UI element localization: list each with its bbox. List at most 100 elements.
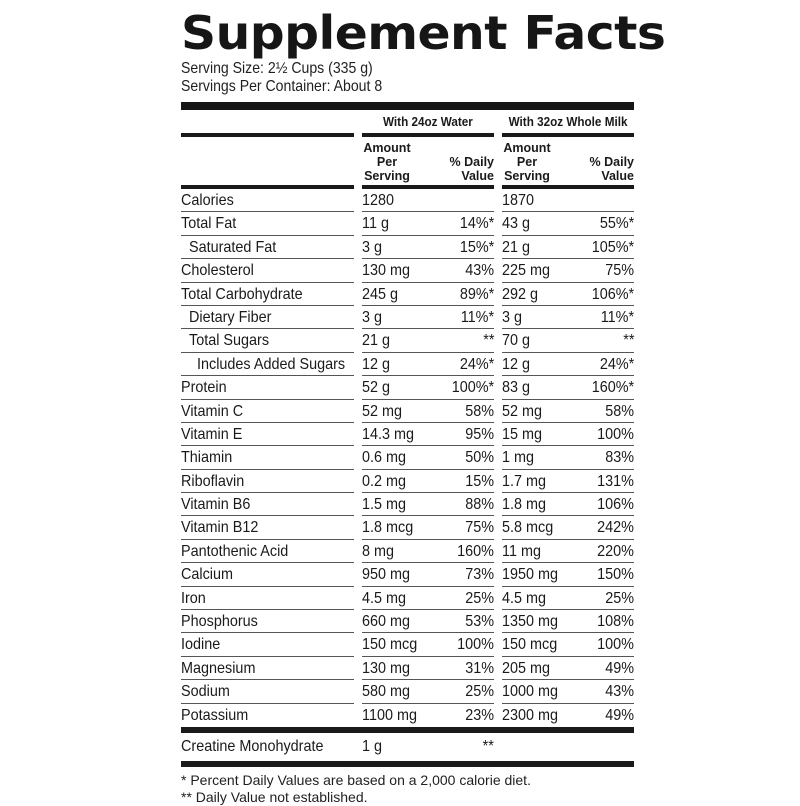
dv-milk: 49% (605, 659, 634, 677)
dv-milk: 25% (605, 589, 634, 607)
amount-milk: 1000 mg (502, 683, 559, 701)
nutrient-row: Riboflavin 0.2 mg 15% 1.7 mg 131% (181, 470, 634, 494)
top-thick-bar (181, 102, 634, 110)
dv-milk: 106% (597, 496, 634, 514)
dv-milk: 83% (605, 449, 634, 467)
amount-milk: 21 g (502, 238, 531, 256)
dv-water: 50% (465, 449, 494, 467)
nutrient-name: Sodium (181, 683, 230, 701)
nutrient-name: Total Carbohydrate (181, 285, 303, 303)
nutrient-rows: Calories 1280 1870 Total Fat 11 g 14%* 43 g 55%… (181, 189, 634, 727)
dv-milk: 58% (605, 402, 634, 420)
dv-water: 73% (465, 566, 494, 584)
nutrient-row: Saturated Fat 3 g 15%* 21 g 105%* (181, 236, 634, 260)
amount-water: 0.6 mg (362, 449, 407, 467)
amount-water: 950 mg (362, 566, 411, 584)
column-group-header: With 24oz Water With 32oz Whole Milk (181, 110, 634, 133)
amount-water: 52 g (362, 379, 391, 397)
dv-milk: 108% (597, 613, 634, 631)
amount-milk: 1 mg (502, 449, 535, 467)
footnotes: * Percent Daily Values are based on a 2,… (181, 767, 634, 806)
amount-milk: 292 g (502, 285, 539, 303)
dv-milk: 105%* (591, 238, 634, 256)
dv-water: 11%* (460, 308, 494, 326)
nutrient-row: Vitamin B12 1.8 mcg 75% 5.8 mcg 242% (181, 516, 634, 540)
dv-milk: 100% (597, 425, 634, 443)
amount-milk: 83 g (502, 379, 531, 397)
amount-water: 1100 mg (362, 706, 417, 724)
serving-size: Serving Size: 2½ Cups (335 g) (181, 60, 373, 77)
amount-water: 130 mg (362, 262, 411, 280)
amount-milk: 15 mg (502, 425, 543, 443)
nutrient-row: Potassium 1100 mg 23% 2300 mg 49% (181, 704, 634, 727)
subheader-divider (181, 185, 634, 189)
amount-milk: 70 g (502, 332, 531, 350)
dv-water: 15% (465, 472, 494, 490)
thick-divider-bottom (181, 760, 634, 767)
nutrient-name: Protein (181, 379, 227, 397)
dv-water: 95% (465, 425, 494, 443)
nutrient-row: Protein 52 g 100%* 83 g 160%* (181, 376, 634, 400)
nutrient-row: Total Sugars 21 g ** 70 g ** (181, 329, 634, 353)
nutrient-row: Total Fat 11 g 14%* 43 g 55%* (181, 212, 634, 236)
dv-water: 25% (465, 683, 494, 701)
footnote-dv: * Percent Daily Values are based on a 2,… (181, 771, 531, 788)
nutrient-row: Thiamin 0.6 mg 50% 1 mg 83% (181, 446, 634, 470)
ingredient-dv: ** (482, 737, 494, 755)
nutrient-row: Cholesterol 130 mg 43% 225 mg 75% (181, 259, 634, 283)
amount-water: 130 mg (362, 659, 411, 677)
nutrient-row: Includes Added Sugars 12 g 24%* 12 g 24%* (181, 353, 634, 377)
nutrient-row: Sodium 580 mg 25% 1000 mg 43% (181, 680, 634, 704)
amount-milk: 1950 mg (502, 566, 559, 584)
dv-milk: 160%* (591, 379, 634, 397)
dv-water: 100% (457, 636, 494, 654)
dv-milk: 43% (605, 683, 634, 701)
thick-divider (181, 726, 634, 733)
nutrient-name: Calories (181, 192, 234, 209)
amount-milk: 43 g (502, 215, 531, 233)
dv-milk: 106%* (591, 285, 634, 303)
supplement-facts-panel: Supplement Facts Serving Size: 2½ Cups (… (181, 8, 666, 806)
amount-milk: 11 mg (502, 542, 541, 560)
nutrient-row: Magnesium 130 mg 31% 205 mg 49% (181, 657, 634, 681)
amount-milk: 52 mg (502, 402, 543, 420)
nutrient-row: Total Carbohydrate 245 g 89%* 292 g 106%* (181, 283, 634, 306)
dv-milk: 242% (597, 519, 634, 537)
amount-milk: 150 mcg (502, 636, 558, 654)
amount-milk: 5.8 mcg (502, 519, 554, 537)
dv-water: 31% (465, 659, 494, 677)
nutrient-name: Iron (181, 589, 206, 607)
nutrient-row: Iodine 150 mcg 100% 150 mcg 100% (181, 633, 634, 657)
amount-milk: 1870 (502, 192, 535, 209)
dv-water: 25% (465, 589, 494, 607)
dv-milk: 75% (605, 262, 634, 280)
amount-water: 12 g (362, 355, 391, 373)
dv-milk: ** (622, 332, 634, 350)
footnote-not-established: ** Daily Value not established. (181, 788, 368, 805)
nutrient-name: Vitamin E (181, 425, 243, 443)
amount-water: 1.5 mg (362, 496, 407, 514)
nutrient-row: Vitamin C 52 mg 58% 52 mg 58% (181, 400, 634, 423)
daily-value-header: % Daily Value (589, 155, 634, 183)
dv-milk: 131% (597, 472, 634, 490)
dv-water: 160% (457, 542, 494, 560)
amount-water: 11 g (362, 215, 389, 233)
dv-water: 43% (465, 262, 494, 280)
dv-milk: 220% (597, 542, 634, 560)
ingredient-amount: 1 g (362, 737, 383, 755)
nutrient-name: Potassium (181, 706, 249, 724)
dv-water: 23% (465, 706, 494, 724)
amount-water: 660 mg (362, 613, 411, 631)
nutrient-row: Pantothenic Acid 8 mg 160% 11 mg 220% (181, 540, 634, 564)
group-header-water: With 24oz Water (383, 114, 473, 129)
amount-water: 21 g (362, 332, 391, 350)
nutrient-name: Saturated Fat (189, 238, 277, 256)
amount-water: 3 g (362, 308, 383, 326)
column-subheader: Amount Per Serving % Daily Value Amount Per S… (181, 137, 634, 185)
nutrient-name: Vitamin B6 (181, 496, 251, 514)
nutrient-row: Vitamin B6 1.5 mg 88% 1.8 mg 106% (181, 493, 634, 517)
group-header-milk: With 32oz Whole Milk (508, 114, 628, 129)
nutrient-name: Total Sugars (189, 332, 270, 350)
dv-water: 24%* (459, 355, 494, 373)
amount-water: 0.2 mg (362, 472, 407, 490)
